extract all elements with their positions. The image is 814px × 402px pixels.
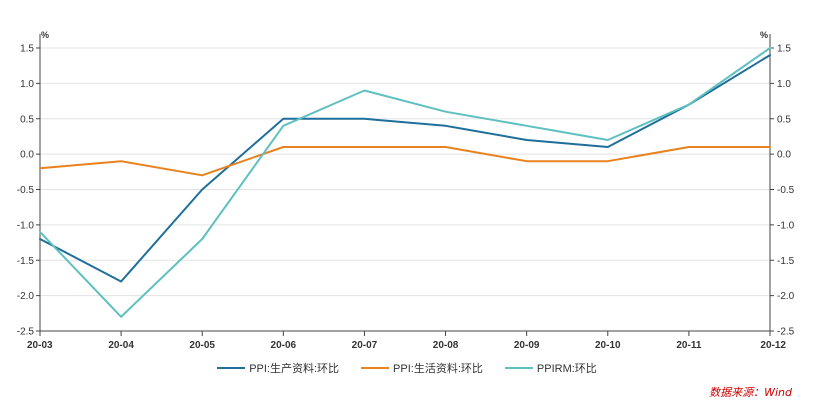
legend-item-producer: PPI:生产资料:环比 — [217, 360, 339, 376]
x-tick-label: 20-09 — [514, 340, 540, 351]
series-line-2 — [39, 47, 771, 318]
y-tick-label-left: 1.0 — [20, 79, 34, 90]
legend-label-consumer: PPI:生活资料:环比 — [393, 363, 483, 375]
x-axis-ticks: 20-03 20-04 20-05 20-06 20-07 20-08 20-09 20-10… — [27, 340, 786, 351]
axes — [36, 34, 774, 336]
series-line-1 — [39, 146, 771, 177]
x-tick-label: 20-07 — [352, 340, 378, 351]
data-source: 数据来源：Wind — [709, 386, 792, 399]
y-tick-label-right: 1.5 — [777, 44, 791, 55]
y-tick-label-right: 1.0 — [777, 79, 791, 90]
series-line-0 — [39, 54, 771, 283]
legend-label-producer: PPI:生产资料:环比 — [249, 363, 340, 375]
x-tick-label: 20-04 — [108, 340, 134, 351]
y-tick-label-left: 0.0 — [20, 150, 34, 161]
legend: PPI:生产资料:环比 PPI:生活资料:环比 PPIRM:环比 — [0, 360, 814, 376]
y-tick-label-right: -0.5 — [777, 185, 795, 196]
x-tick-label: 20-03 — [27, 340, 53, 351]
line-chart: 1.5 1.0 0.5 0.0 -0.5 -1.0 -1.5 -2.0 -2.5 1.5 1.0 0… — [17, 30, 795, 351]
legend-item-consumer: PPI:生活资料:环比 — [361, 360, 483, 376]
y-axis-left-ticks: 1.5 1.0 0.5 0.0 -0.5 -1.0 -1.5 -2.0 -2.5 — [17, 44, 35, 338]
legend-swatch-consumer — [361, 367, 390, 369]
x-tick-label: 20-08 — [433, 340, 459, 351]
y-tick-label-left: 0.5 — [20, 114, 34, 125]
y-tick-label-left: -1.0 — [17, 220, 35, 231]
y-tick-label-left: -2.5 — [17, 327, 35, 338]
y-tick-label-left: -0.5 — [17, 185, 35, 196]
y-axis-right-unit: % — [760, 30, 768, 40]
y-tick-label-right: 0.5 — [777, 114, 791, 125]
legend-swatch-producer — [217, 367, 246, 369]
y-axis-left-unit: % — [41, 30, 49, 40]
y-tick-label-left: -1.5 — [17, 256, 35, 267]
x-tick-label: 20-12 — [760, 340, 786, 351]
y-axis-right-ticks: 1.5 1.0 0.5 0.0 -0.5 -1.0 -1.5 -2.0 -2.5 — [777, 44, 795, 338]
y-tick-label-right: -1.0 — [777, 220, 795, 231]
y-tick-label-left: -2.0 — [17, 291, 35, 302]
y-gridlines — [40, 47, 770, 297]
x-tick-label: 20-10 — [595, 340, 621, 351]
x-tick-label: 20-06 — [271, 340, 297, 351]
y-tick-label-right: -1.5 — [777, 256, 795, 267]
legend-label-ppirm: PPIRM:环比 — [536, 363, 597, 375]
legend-swatch-ppirm — [504, 367, 533, 369]
series-lines — [39, 47, 771, 318]
legend-item-ppirm: PPIRM:环比 — [504, 360, 597, 376]
y-tick-label-right: -2.0 — [777, 291, 795, 302]
y-tick-label-right: 0.0 — [777, 150, 791, 161]
x-tick-label: 20-05 — [189, 340, 215, 351]
y-tick-label-left: 1.5 — [20, 44, 34, 55]
y-tick-label-right: -2.5 — [777, 327, 795, 338]
x-tick-label: 20-11 — [676, 340, 701, 351]
